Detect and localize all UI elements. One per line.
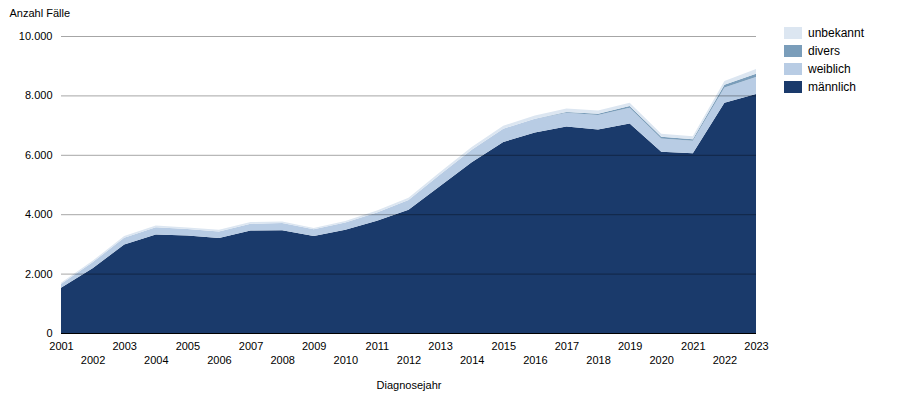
svg-text:2007: 2007 bbox=[239, 340, 263, 352]
svg-text:2.000: 2.000 bbox=[25, 268, 53, 280]
svg-text:2022: 2022 bbox=[713, 354, 737, 366]
svg-text:Diagnosejahr: Diagnosejahr bbox=[377, 379, 442, 391]
html-text:divers: divers bbox=[808, 44, 840, 58]
svg-text:2015: 2015 bbox=[492, 340, 516, 352]
svg-text:6.000: 6.000 bbox=[25, 149, 53, 161]
svg-text:2006: 2006 bbox=[207, 354, 231, 366]
svg-text:2020: 2020 bbox=[649, 354, 673, 366]
svg-text:Anzahl Fälle: Anzahl Fälle bbox=[10, 7, 71, 19]
svg-text:2018: 2018 bbox=[586, 354, 610, 366]
svg-text:2008: 2008 bbox=[270, 354, 294, 366]
svg-text:2017: 2017 bbox=[555, 340, 579, 352]
svg-text:2009: 2009 bbox=[302, 340, 326, 352]
svg-text:10.000: 10.000 bbox=[19, 30, 53, 42]
html-text:unbekannt: unbekannt bbox=[808, 26, 865, 40]
svg-text:2001: 2001 bbox=[49, 340, 73, 352]
svg-text:2002: 2002 bbox=[81, 354, 105, 366]
svg-text:2021: 2021 bbox=[681, 340, 705, 352]
svg-text:2019: 2019 bbox=[618, 340, 642, 352]
html-text:männlich: männlich bbox=[808, 80, 856, 94]
svg-text:2023: 2023 bbox=[744, 340, 768, 352]
svg-text:4.000: 4.000 bbox=[25, 208, 53, 220]
svg-text:2016: 2016 bbox=[523, 354, 547, 366]
svg-text:2005: 2005 bbox=[176, 340, 200, 352]
svg-text:2003: 2003 bbox=[112, 340, 136, 352]
svg-text:2004: 2004 bbox=[144, 354, 168, 366]
svg-text:2013: 2013 bbox=[428, 340, 452, 352]
svg-text:0: 0 bbox=[46, 327, 52, 339]
html-text:weiblich: weiblich bbox=[808, 62, 851, 76]
svg-text:2011: 2011 bbox=[366, 340, 390, 352]
svg-text:8.000: 8.000 bbox=[25, 89, 53, 101]
svg-text:2010: 2010 bbox=[334, 354, 358, 366]
svg-text:2012: 2012 bbox=[397, 354, 421, 366]
svg-text:2014: 2014 bbox=[460, 354, 484, 366]
